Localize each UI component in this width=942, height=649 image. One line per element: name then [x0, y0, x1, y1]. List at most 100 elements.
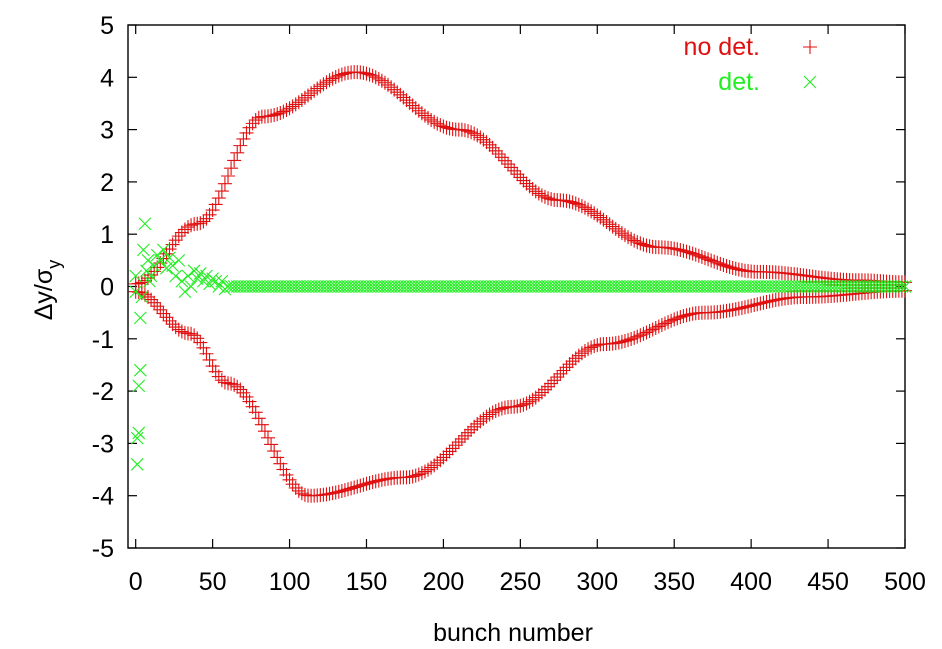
y-tick-label: -5 — [92, 535, 114, 563]
data-point-det — [778, 280, 792, 293]
data-point-det — [467, 280, 481, 293]
x-tick-label: 50 — [199, 568, 227, 596]
data-point-no-det — [325, 71, 340, 86]
data-point-no-det — [341, 482, 356, 497]
data-point-det — [280, 280, 293, 293]
data-point-no-det — [737, 300, 752, 315]
x-axis-label: bunch number — [433, 619, 593, 647]
data-point-det — [230, 280, 244, 293]
data-point-no-det — [676, 309, 691, 324]
data-point-no-det — [270, 107, 285, 122]
data-point-det — [504, 280, 518, 293]
data-point-no-det — [553, 366, 568, 381]
data-point-det — [317, 280, 330, 293]
data-point-no-det — [464, 422, 479, 437]
data-point-no-det — [550, 370, 565, 385]
data-point-det — [178, 285, 192, 299]
legend: no det. det. — [684, 33, 817, 96]
data-point-det — [818, 280, 832, 293]
data-point-no-det — [482, 137, 497, 152]
data-point-no-det — [331, 484, 346, 499]
data-point-no-det — [445, 441, 460, 456]
data-point-no-det — [270, 450, 285, 465]
data-point-det — [553, 280, 567, 293]
data-point-no-det — [319, 75, 334, 90]
data-point-no-det — [636, 237, 651, 252]
data-point-no-det — [184, 218, 199, 233]
data-point-no-det — [725, 302, 740, 317]
data-point-no-det — [522, 394, 537, 409]
data-point-det — [597, 280, 610, 293]
data-point-no-det — [621, 333, 636, 348]
data-point-det — [369, 280, 383, 293]
legend-marker-det — [803, 75, 817, 89]
data-point-no-det — [485, 405, 500, 420]
data-point-no-det — [544, 192, 559, 207]
data-point-det — [323, 280, 336, 293]
data-point-det — [766, 280, 780, 293]
data-point-no-det — [442, 444, 457, 459]
data-point-no-det — [334, 67, 349, 82]
data-point-det — [618, 280, 632, 293]
data-point-det — [172, 253, 186, 267]
data-point-no-det — [424, 112, 439, 127]
data-point-det — [830, 280, 844, 293]
data-point-no-det — [414, 466, 429, 481]
data-point-no-det — [288, 97, 303, 112]
data-point-det — [175, 274, 189, 288]
data-point-det — [507, 280, 521, 293]
data-point-det — [130, 431, 144, 445]
data-point-no-det — [710, 255, 725, 270]
data-point-det — [886, 280, 900, 293]
data-point-no-det — [682, 307, 697, 322]
data-point-det — [144, 269, 158, 283]
data-point-no-det — [630, 329, 645, 344]
data-point-det — [237, 280, 250, 293]
data-point-no-det — [442, 121, 457, 136]
data-point-det — [264, 280, 278, 293]
data-point-det — [673, 280, 687, 293]
data-point-det — [658, 280, 672, 293]
data-point-no-det — [494, 150, 509, 165]
data-point-det — [883, 280, 897, 293]
data-point-det — [720, 280, 733, 293]
data-point-det — [133, 311, 147, 325]
data-point-no-det — [541, 379, 556, 394]
data-point-no-det — [202, 352, 217, 367]
data-point-no-det — [608, 336, 623, 351]
data-point-no-det — [399, 93, 414, 108]
data-point-no-det — [196, 214, 211, 229]
data-point-no-det — [408, 468, 423, 483]
data-point-det — [603, 280, 616, 293]
data-point-det — [757, 280, 770, 293]
data-point-no-det — [651, 319, 666, 334]
data-point-det — [412, 280, 426, 293]
data-point-no-det — [362, 475, 377, 490]
data-point-no-det — [482, 407, 497, 422]
data-point-det — [655, 280, 669, 293]
data-point-no-det — [365, 475, 380, 490]
data-point-det — [670, 280, 684, 293]
data-point-no-det — [762, 294, 777, 309]
data-point-det — [455, 280, 469, 293]
data-point-no-det — [171, 322, 186, 337]
data-point-det — [243, 280, 256, 293]
data-point-det — [760, 280, 773, 293]
y-axis-label: Δy/σy — [30, 260, 64, 321]
data-point-det — [593, 280, 607, 293]
data-point-no-det — [470, 128, 485, 143]
data-point-det — [498, 280, 512, 293]
data-point-no-det — [661, 315, 676, 330]
data-point-no-det — [491, 402, 506, 417]
data-point-det — [421, 280, 435, 293]
data-point-no-det — [405, 469, 420, 484]
data-point-det — [489, 280, 503, 293]
data-point-no-det — [224, 376, 239, 391]
data-point-det — [600, 280, 613, 293]
data-point-det — [473, 280, 487, 293]
data-point-no-det — [245, 399, 260, 414]
data-point-no-det — [556, 363, 571, 378]
y-axis-label-sub: y — [44, 260, 64, 269]
data-point-no-det — [181, 220, 196, 235]
data-point-no-det — [430, 455, 445, 470]
